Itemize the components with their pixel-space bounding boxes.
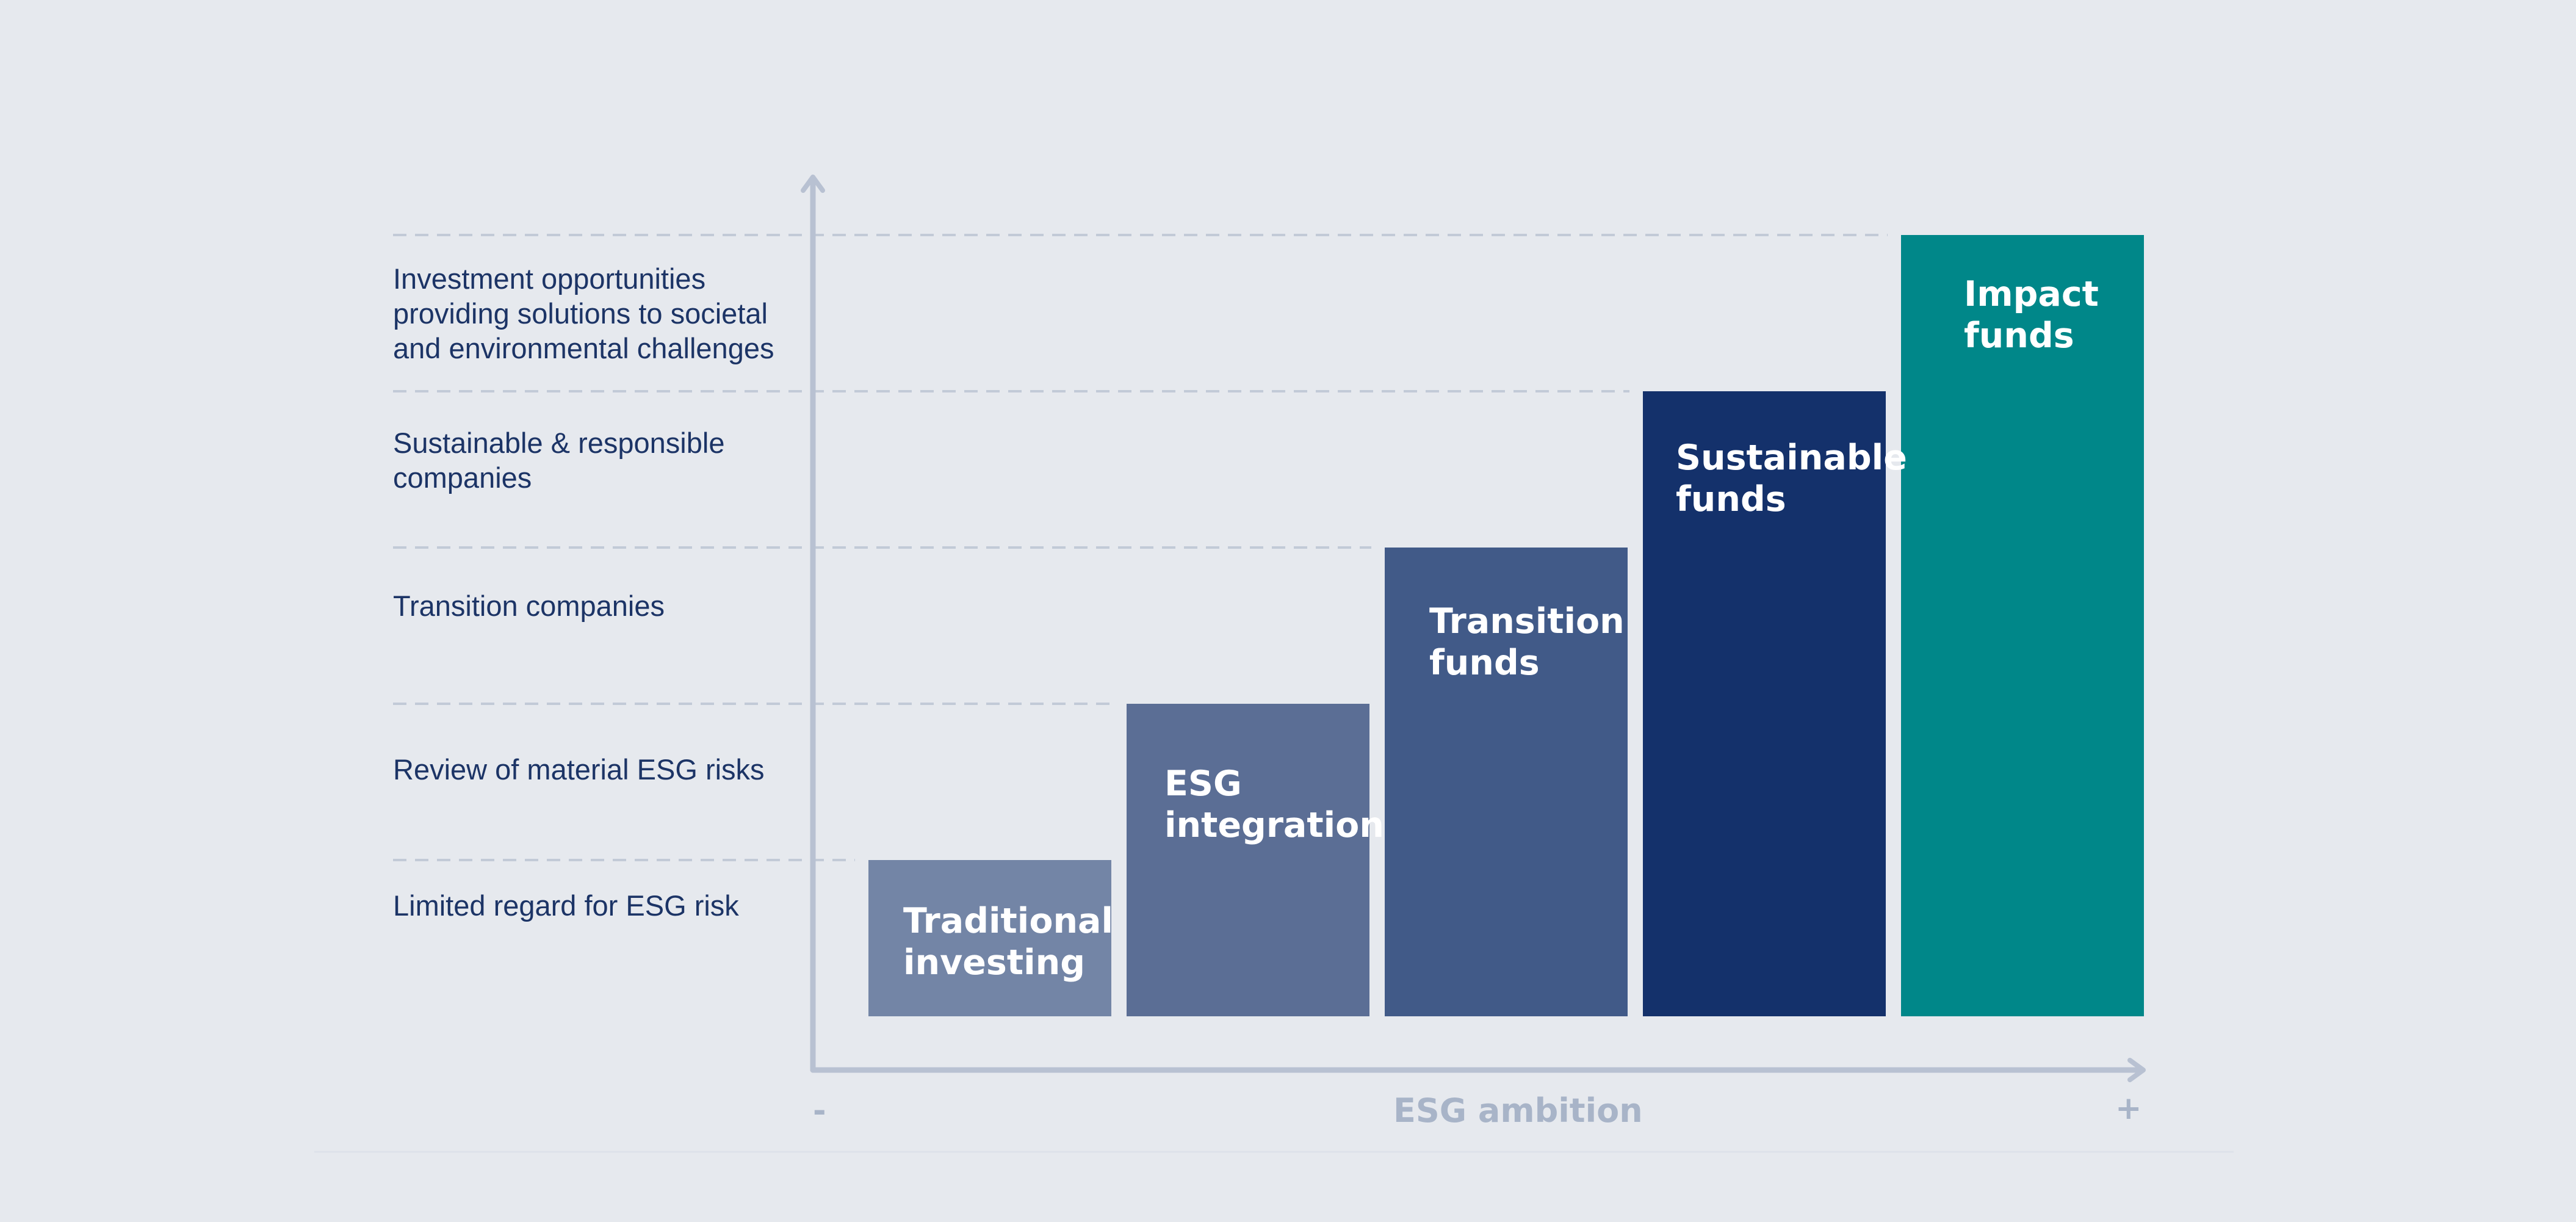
level-label-1: Limited regard for ESG risk [393, 889, 739, 922]
bar-label-sustainable-funds: Sustainable funds [1676, 438, 1907, 519]
bar-sustainable-funds [1643, 391, 1886, 1016]
y-axis-arrow-icon [801, 175, 825, 193]
bar-label-transition-funds: Transition funds [1429, 601, 1625, 683]
bar-traditional-investing [868, 860, 1111, 1016]
level-label-4: Sustainable & responsible companies [393, 427, 725, 494]
bar-transition-funds [1385, 548, 1628, 1016]
level-label-3: Transition companies [393, 590, 665, 622]
bar-esg-integration [1127, 704, 1369, 1016]
x-axis-max-label: + [2115, 1090, 2142, 1127]
bar-impact-funds [1901, 235, 2144, 1016]
bar-label-traditional-investing: Traditional investing [903, 901, 1114, 983]
x-axis-min-label: - [813, 1093, 826, 1129]
x-axis-title: ESG ambition [1393, 1091, 1643, 1130]
bar-label-esg-integration: ESG integration [1164, 764, 1384, 845]
level-label-5: Investment opportunities providing solut… [393, 262, 774, 364]
x-axis-arrow-icon [2127, 1058, 2146, 1082]
level-label-2: Review of material ESG risks [393, 753, 765, 786]
bar-label-impact-funds: Impact funds [1964, 274, 2099, 356]
